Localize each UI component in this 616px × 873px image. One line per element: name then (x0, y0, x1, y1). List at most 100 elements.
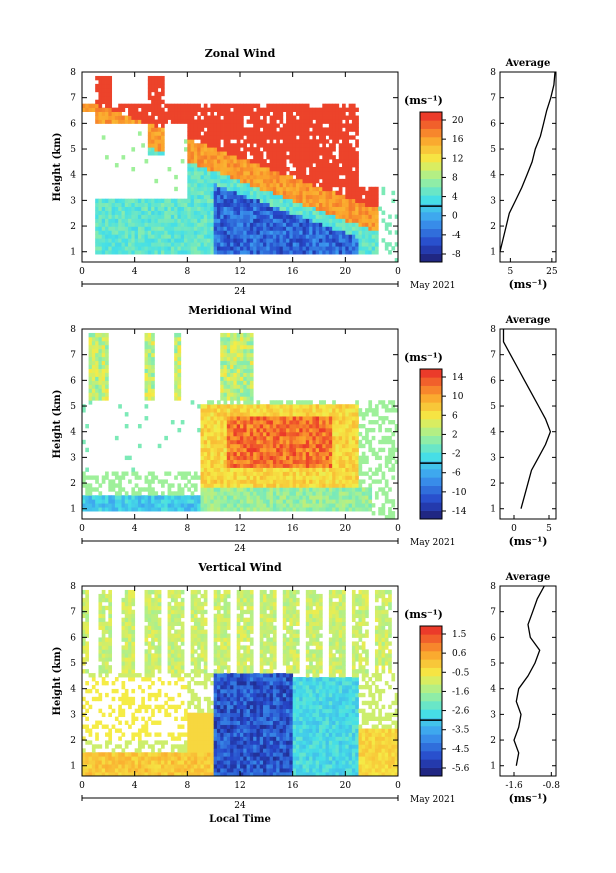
heatmap-cell (108, 202, 113, 207)
heatmap-cell (111, 499, 116, 504)
heatmap-cell (335, 475, 340, 480)
heatmap-cell (88, 388, 93, 393)
heatmap-cell (342, 491, 346, 496)
heatmap-cell (286, 495, 290, 500)
heatmap-cell (351, 431, 356, 437)
heatmap-cell (338, 431, 343, 437)
heatmap-cell (384, 435, 389, 441)
heatmap-cell (342, 143, 346, 148)
heatmap-cell (348, 234, 353, 239)
heatmap-cell (144, 234, 149, 239)
heatmap-cell (233, 167, 238, 172)
heatmap-cell (319, 467, 323, 472)
heatmap-cell (292, 424, 297, 429)
heatmap-cell (137, 250, 142, 255)
heatmap-cell (249, 131, 254, 136)
heatmap-cell (157, 250, 162, 255)
heatmap-cell (240, 431, 244, 437)
heatmap-cell (203, 459, 208, 464)
heatmap-cell (213, 115, 218, 120)
colorbar-band (420, 427, 442, 436)
heatmap-cell (332, 182, 336, 188)
heatmap-cell (322, 163, 326, 168)
heatmap-cell (312, 412, 317, 417)
colorbar-tick-label: 14 (452, 373, 464, 383)
heatmap-cell (394, 230, 399, 235)
heatmap-cell (207, 194, 211, 200)
heatmap-cell (233, 214, 238, 219)
heatmap-cell (226, 119, 231, 124)
heatmap-cell (105, 503, 109, 508)
heatmap-cell (180, 202, 185, 207)
heatmap-cell (358, 242, 363, 247)
heatmap-cell (161, 499, 165, 504)
heatmap-cell (236, 340, 241, 346)
heatmap-cell (338, 147, 343, 152)
heatmap-cell (164, 198, 168, 204)
heatmap-cell (213, 495, 218, 500)
heatmap-cell (348, 416, 353, 421)
heatmap-cell (269, 503, 274, 508)
heatmap-cell (108, 115, 113, 120)
heatmap-cell (305, 250, 310, 255)
heatmap-cell (144, 416, 149, 421)
heatmap-cell (236, 392, 241, 397)
heatmap-cell (236, 182, 241, 188)
heatmap-cell (88, 344, 93, 350)
heatmap-cell (170, 111, 175, 116)
heatmap-cell (269, 167, 274, 172)
heatmap-cell (312, 471, 317, 476)
heatmap-cell (105, 392, 109, 397)
heatmap-cell (355, 190, 359, 196)
heatmap-cell (355, 499, 359, 504)
heatmap-cell (157, 246, 162, 251)
heatmap-cell (213, 507, 218, 512)
heatmap-cell (213, 182, 218, 188)
heatmap-cell (292, 210, 297, 215)
heatmap-cell (325, 119, 330, 124)
heatmap-cell (295, 107, 300, 112)
heatmap-cell (295, 431, 300, 437)
heatmap-cell (338, 107, 343, 112)
heatmap-cell (243, 198, 247, 204)
heatmap-cell (203, 143, 208, 148)
heatmap-cell (243, 238, 247, 243)
heatmap-cell (259, 495, 264, 500)
heatmap-cell (197, 131, 201, 136)
heatmap-cell (230, 340, 234, 346)
heatmap-cell (157, 79, 162, 85)
heatmap-cell (332, 455, 336, 461)
heatmap-cell (342, 135, 346, 140)
y-tick-label: 5 (70, 402, 76, 412)
heatmap-cell (272, 447, 277, 453)
heatmap-cell (312, 107, 317, 112)
heatmap-cell (328, 147, 333, 152)
heatmap-cell (299, 246, 303, 251)
heatmap-cell (345, 238, 350, 243)
heatmap-cell (348, 495, 353, 500)
x-tick-label: 4 (132, 267, 138, 277)
heatmap-cell (351, 170, 356, 176)
heatmap-cell (154, 135, 159, 140)
heatmap-cell (161, 495, 165, 500)
heatmap-cell (378, 424, 382, 429)
heatmap-cell (319, 447, 323, 453)
heatmap-cell (365, 435, 369, 441)
heatmap-cell (210, 250, 215, 255)
heatmap-cell (88, 396, 93, 401)
heatmap-cell (328, 218, 333, 223)
heatmap-cell (348, 147, 353, 152)
heatmap-cell (345, 107, 350, 112)
heatmap-cell (230, 439, 234, 445)
heatmap-cell (85, 503, 89, 508)
heatmap-cell (98, 246, 103, 251)
heatmap-cell (253, 131, 257, 136)
heatmap-cell (299, 487, 303, 492)
heatmap-cell (292, 451, 297, 457)
heatmap-cell (157, 83, 162, 89)
heatmap-cell (137, 487, 142, 492)
heatmap-cell (302, 198, 307, 204)
heatmap-cell (381, 471, 386, 476)
heatmap-cell (279, 170, 284, 176)
